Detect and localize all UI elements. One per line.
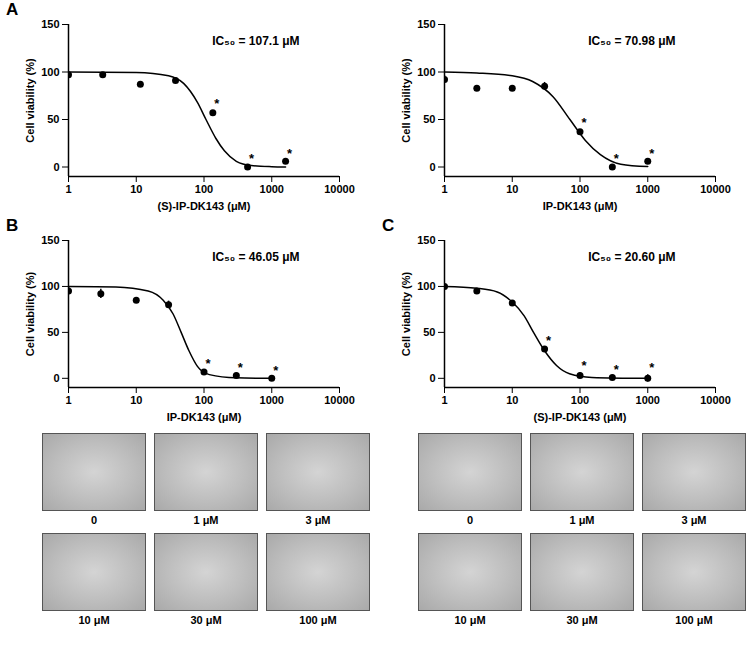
html-text:10 μM: 10 μM — [78, 614, 110, 626]
svg-text:100: 100 — [41, 66, 59, 78]
svg-text:0: 0 — [429, 372, 435, 384]
html-text:10 μM: 10 μM — [454, 614, 486, 626]
html-text:B: B — [6, 216, 19, 235]
svg-text:1: 1 — [441, 183, 447, 195]
svg-text:*: * — [581, 115, 587, 130]
svg-text:Cell viability (%): Cell viability (%) — [400, 58, 412, 143]
html-text:3 μM: 3 μM — [305, 514, 331, 526]
svg-text:1000: 1000 — [636, 394, 660, 406]
svg-text:1: 1 — [65, 394, 71, 406]
svg-text:10000: 10000 — [324, 183, 355, 195]
svg-text:150: 150 — [41, 234, 59, 246]
html-text:3 μM: 3 μM — [681, 514, 707, 526]
svg-text:100: 100 — [41, 280, 59, 292]
html-text:1 μM: 1 μM — [569, 514, 595, 526]
svg-text:10000: 10000 — [700, 183, 731, 195]
svg-text:(S)-IP-DK143 (μM): (S)-IP-DK143 (μM) — [158, 200, 251, 212]
svg-text:*: * — [214, 96, 220, 111]
svg-text:IC₅₀ = 107.1 μM: IC₅₀ = 107.1 μM — [212, 34, 299, 48]
html-text:30 μM: 30 μM — [190, 614, 222, 626]
svg-text:1000: 1000 — [260, 183, 284, 195]
svg-text:50: 50 — [47, 326, 59, 338]
svg-text:1: 1 — [441, 394, 447, 406]
svg-text:Cell viability (%): Cell viability (%) — [24, 271, 36, 356]
svg-text:*: * — [238, 360, 244, 375]
svg-text:*: * — [614, 362, 620, 377]
svg-text:Cell viability (%): Cell viability (%) — [24, 58, 36, 143]
svg-text:50: 50 — [47, 113, 59, 125]
svg-text:50: 50 — [423, 113, 435, 125]
svg-text:*: * — [205, 356, 211, 371]
svg-text:*: * — [249, 151, 255, 166]
svg-text:IC₅₀ = 46.05 μM: IC₅₀ = 46.05 μM — [212, 250, 299, 264]
html-text:A: A — [6, 0, 19, 19]
svg-text:0: 0 — [429, 161, 435, 173]
svg-text:1000: 1000 — [260, 394, 284, 406]
svg-text:0: 0 — [53, 161, 59, 173]
svg-text:*: * — [581, 358, 587, 373]
svg-text:100: 100 — [195, 394, 213, 406]
svg-text:10: 10 — [506, 394, 518, 406]
svg-text:100: 100 — [195, 183, 213, 195]
html-text:100 μM: 100 μM — [675, 614, 713, 626]
svg-text:*: * — [287, 146, 293, 161]
svg-text:*: * — [614, 151, 620, 166]
svg-text:1000: 1000 — [636, 183, 660, 195]
svg-text:100: 100 — [417, 280, 435, 292]
html-text:0: 0 — [90, 514, 98, 526]
svg-text:IC₅₀ = 20.60 μM: IC₅₀ = 20.60 μM — [588, 250, 675, 264]
html-text:1 μM: 1 μM — [193, 514, 219, 526]
svg-text:150: 150 — [417, 234, 435, 246]
html-text:30 μM: 30 μM — [566, 614, 598, 626]
svg-text:10: 10 — [506, 183, 518, 195]
svg-text:100: 100 — [417, 66, 435, 78]
svg-text:IC₅₀ = 70.98 μM: IC₅₀ = 70.98 μM — [588, 34, 675, 48]
svg-text:100: 100 — [571, 183, 589, 195]
svg-text:*: * — [649, 146, 655, 161]
html-text:0: 0 — [466, 514, 474, 526]
svg-text:100: 100 — [571, 394, 589, 406]
svg-text:10000: 10000 — [324, 394, 355, 406]
svg-text:*: * — [273, 363, 279, 378]
svg-text:150: 150 — [41, 18, 59, 30]
svg-text:IP-DK143 (μM): IP-DK143 (μM) — [167, 411, 242, 423]
svg-text:10: 10 — [130, 183, 142, 195]
html-text:100 μM: 100 μM — [299, 614, 337, 626]
svg-text:1: 1 — [65, 183, 71, 195]
svg-text:*: * — [649, 360, 655, 375]
svg-text:150: 150 — [417, 18, 435, 30]
svg-text:10000: 10000 — [700, 394, 731, 406]
svg-text:IP-DK143 (μM): IP-DK143 (μM) — [543, 200, 618, 212]
svg-text:50: 50 — [423, 326, 435, 338]
svg-text:0: 0 — [53, 372, 59, 384]
svg-text:(S)-IP-DK143 (μM): (S)-IP-DK143 (μM) — [534, 411, 627, 423]
svg-text:*: * — [546, 333, 552, 348]
svg-text:Cell viability (%): Cell viability (%) — [400, 271, 412, 356]
html-text:C: C — [382, 216, 395, 235]
svg-text:10: 10 — [130, 394, 142, 406]
